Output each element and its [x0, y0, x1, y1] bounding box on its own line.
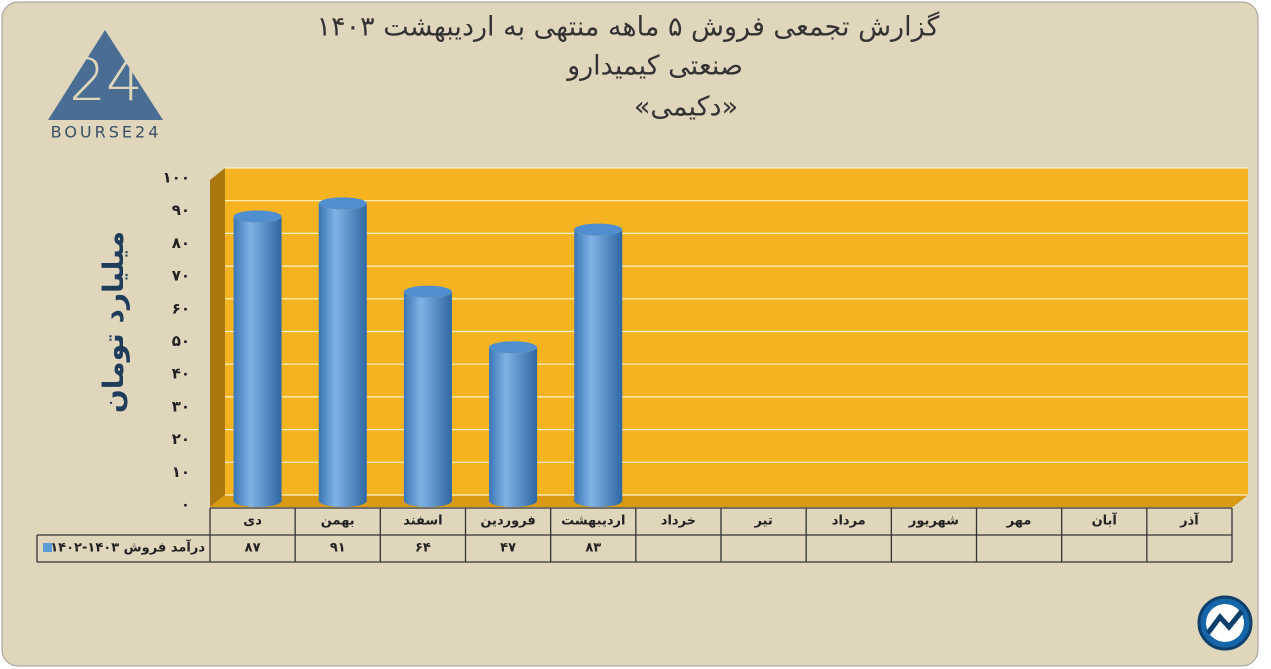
x-tick-label: مهر	[1006, 514, 1032, 529]
logo: 24 BOURSE24	[48, 30, 163, 142]
y-tick-label: ۹۰	[172, 201, 190, 219]
bar	[233, 216, 282, 507]
bar	[403, 291, 452, 507]
bar-top	[403, 285, 452, 298]
y-tick-label: ۵۰	[172, 332, 190, 350]
x-tick-label: شهریور	[908, 514, 959, 529]
x-tick-label: بهمن	[321, 514, 355, 529]
legend-label: درآمد فروش ۱۴۰۳-۱۴۰۲	[50, 539, 205, 556]
x-tick-label: مرداد	[832, 514, 866, 529]
y-tick-label: ۷۰	[172, 267, 190, 285]
x-tick-label: دی	[243, 514, 262, 529]
y-tick-label: ۱۰	[172, 463, 190, 481]
y-tick-label: ۶۰	[172, 299, 190, 317]
chart-subtitle: «دکیمی»	[634, 92, 738, 123]
bar	[318, 203, 367, 507]
value-label: ۸۳	[585, 541, 601, 556]
y-axis-title: میلیارد تومان	[97, 231, 130, 413]
x-tick-label: فروردین	[480, 514, 535, 529]
legend-swatch	[43, 543, 52, 552]
x-tick-label: اسفند	[403, 514, 442, 529]
bar-top	[489, 341, 538, 354]
value-label: ۹۱	[330, 541, 346, 556]
x-tick-label: تیر	[753, 514, 772, 529]
value-label: ۸۷	[245, 541, 261, 556]
x-tick-label: اردیبهشت	[561, 514, 625, 529]
bar	[574, 229, 623, 507]
bar-top	[233, 210, 282, 223]
brand: BOURSE24	[51, 123, 162, 142]
y-tick-label: ۴۰	[172, 365, 190, 383]
bar-top	[574, 223, 623, 236]
floor	[210, 495, 1248, 507]
chart-subtitle: صنعتی کیمیدارو	[565, 51, 743, 82]
value-label: ۶۴	[415, 541, 431, 556]
x-tick-label: خرداد	[661, 514, 696, 529]
bar	[489, 347, 538, 507]
y-tick-label: ۳۰	[172, 397, 190, 415]
value-label: ۴۷	[500, 541, 516, 556]
x-tick-label: آذر	[1179, 512, 1199, 529]
y-tick-label: ۲۰	[172, 430, 190, 448]
y-tick-label: ۱۰۰	[163, 169, 190, 187]
bar-top	[318, 197, 367, 210]
y-tick-label: ۸۰	[172, 234, 190, 252]
side-wall	[210, 168, 225, 507]
icon	[1197, 595, 1253, 651]
svg-text:24: 24	[69, 46, 143, 114]
chart-title: گزارش تجمعی فروش ۵ ماهه منتهی به اردیبهش…	[317, 11, 940, 43]
x-tick-label: آبان	[1092, 512, 1118, 529]
y-tick-label: ۰	[181, 496, 190, 514]
